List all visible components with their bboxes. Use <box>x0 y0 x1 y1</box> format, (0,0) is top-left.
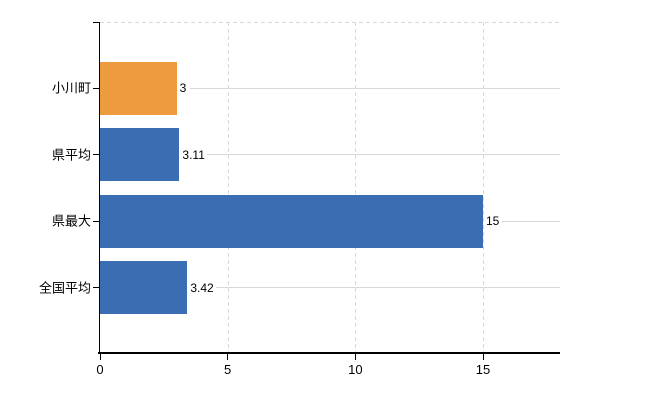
y-axis-top-tick <box>93 22 100 23</box>
bar[interactable] <box>100 261 188 314</box>
x-tick-label: 0 <box>96 362 104 377</box>
category-label: 県最大 <box>51 213 91 229</box>
value-label: 3.11 <box>182 147 205 162</box>
category-tick <box>93 87 100 89</box>
x-axis <box>98 352 560 354</box>
x-tick-label: 5 <box>224 362 232 377</box>
category-tick <box>93 154 100 155</box>
row-gridline <box>207 154 560 155</box>
category-label: 全国平均 <box>38 280 91 295</box>
bar[interactable] <box>100 128 180 181</box>
category-label: 県平均 <box>51 147 91 162</box>
plot-top-border <box>100 22 560 23</box>
category-label: 小川町 <box>51 80 91 96</box>
vertical-gridline <box>355 22 357 352</box>
row-gridline <box>502 220 560 222</box>
category-tick <box>93 287 100 288</box>
row-gridline <box>216 287 560 288</box>
y-axis <box>98 22 100 352</box>
x-tick-label: 15 <box>475 362 491 377</box>
row-gridline <box>189 87 560 89</box>
value-label: 3.42 <box>190 280 214 295</box>
value-label: 15 <box>486 214 500 228</box>
bar[interactable] <box>100 61 177 115</box>
x-tick-mark <box>227 353 229 360</box>
value-label: 3 <box>179 81 187 95</box>
x-tick-label: 10 <box>348 362 363 377</box>
x-tick-mark <box>482 353 484 360</box>
x-tick-mark <box>99 353 101 360</box>
x-tick-mark <box>354 353 356 360</box>
bar[interactable] <box>100 194 483 248</box>
category-tick <box>93 220 100 222</box>
vertical-gridline <box>483 22 484 352</box>
vertical-gridline <box>227 22 229 352</box>
